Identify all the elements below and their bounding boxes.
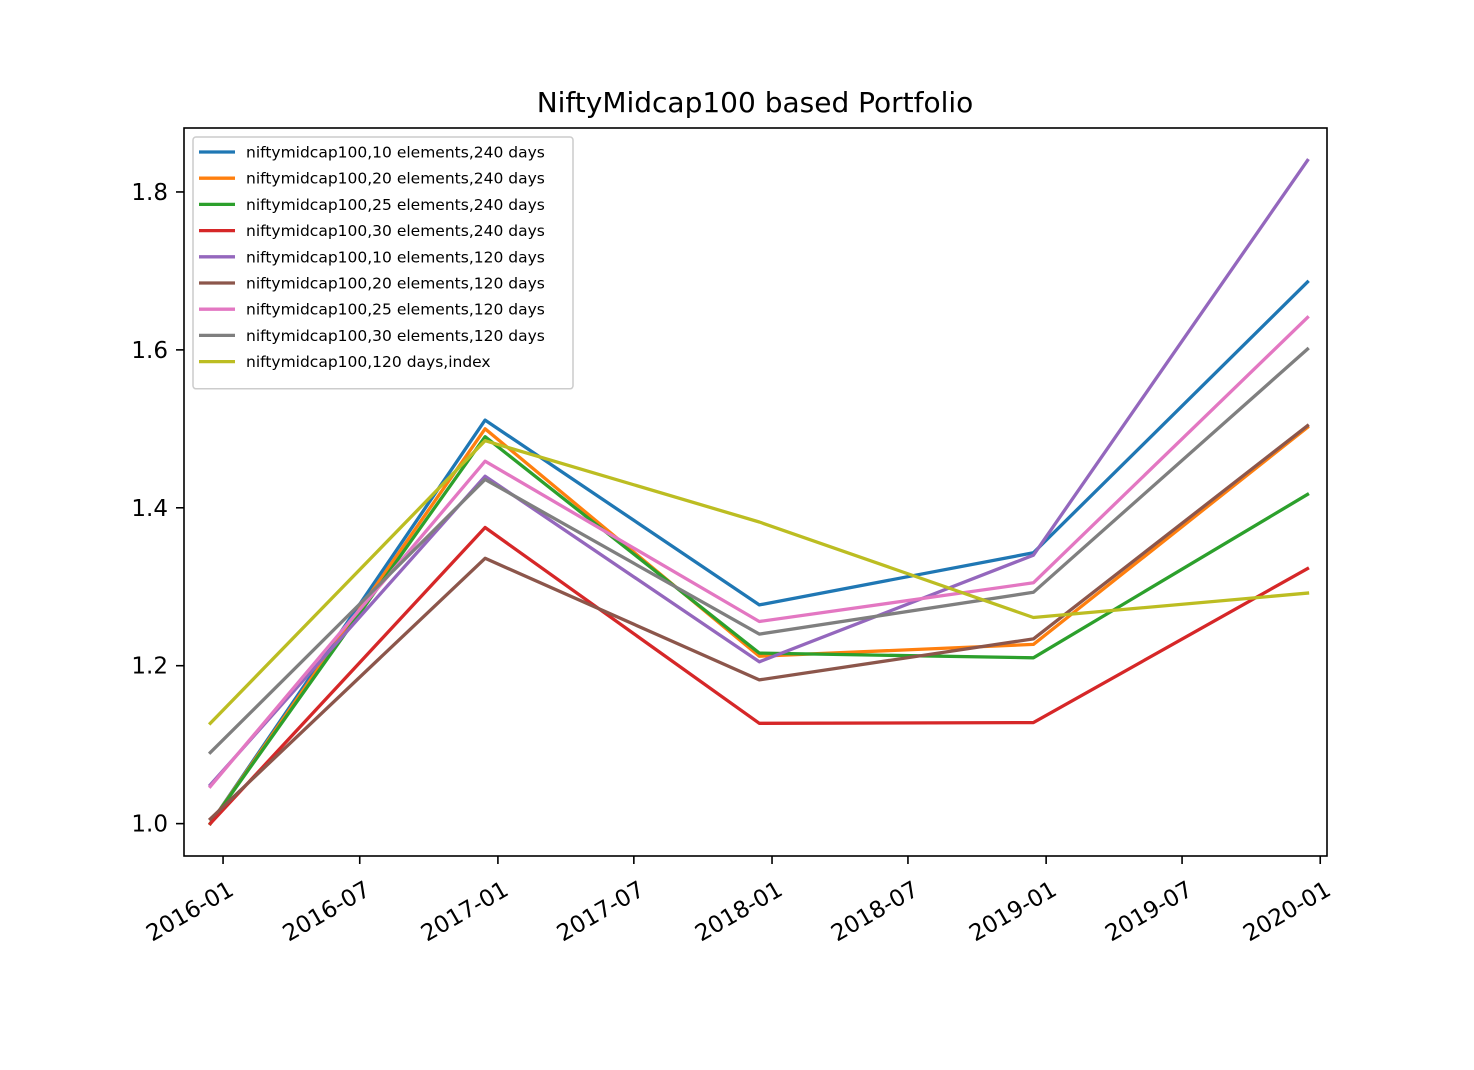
y-tick-label: 1.0 — [131, 812, 168, 838]
legend-box — [192, 136, 574, 390]
y-axis: 1.0 1.2 1.4 1.6 1.8 — [131, 180, 184, 838]
series-line-6 — [207, 423, 1310, 822]
series-line-9 — [207, 439, 1310, 726]
y-tick-label: 1.2 — [131, 654, 168, 680]
y-tick-label: 1.8 — [131, 180, 168, 206]
legend-label-8: niftymidcap100,30 elements,120 days — [246, 327, 545, 345]
series-line-1 — [208, 279, 1310, 826]
legend-label-6: niftymidcap100,20 elements,120 days — [246, 275, 545, 293]
legend-label-9: niftymidcap100,120 days,index — [246, 353, 491, 371]
y-tick-label: 1.6 — [131, 338, 168, 364]
legend-label-4: niftymidcap100,30 elements,240 days — [246, 222, 545, 240]
series-line-8 — [207, 346, 1310, 755]
legend-label-7: niftymidcap100,25 elements,120 days — [246, 301, 545, 319]
series-line-2 — [208, 424, 1310, 826]
legend-label-5: niftymidcap100,10 elements,120 days — [246, 248, 545, 266]
legend-label-1: niftymidcap100,10 elements,240 days — [246, 144, 545, 162]
legend: niftymidcap100,10 elements,240 days nifty… — [192, 136, 574, 390]
chart-title: NiftyMidcap100 based Portfolio — [537, 86, 974, 119]
legend-label-2: niftymidcap100,20 elements,240 days — [246, 170, 545, 188]
series-line-3 — [207, 435, 1310, 826]
y-tick-label: 1.4 — [131, 496, 168, 522]
plot-area-frame — [183, 127, 1328, 857]
series-layer — [207, 158, 1310, 826]
series-line-4 — [207, 525, 1310, 826]
legend-label-3: niftymidcap100,25 elements,240 days — [246, 196, 545, 214]
series-line-5 — [207, 158, 1310, 788]
